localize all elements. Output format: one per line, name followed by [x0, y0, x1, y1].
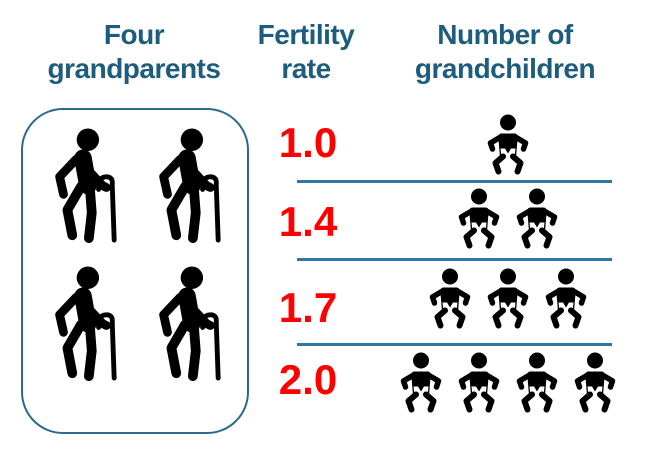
rate-value: 1.7	[278, 284, 338, 331]
heading-line: grandchildren	[414, 53, 596, 84]
heading-four-grandparents: Four grandparents	[18, 18, 250, 86]
rate-value: 1.4	[278, 198, 338, 245]
heading-fertility-rate: Fertility rate	[244, 18, 368, 86]
baby-icon	[574, 352, 616, 413]
grandparent-cell	[144, 126, 230, 248]
grandchildren-row	[368, 351, 648, 417]
grandchildren-row	[368, 267, 648, 333]
elderly-person-with-cane-icon	[55, 128, 117, 244]
divider-line	[297, 258, 612, 261]
elderly-person-with-cane-icon	[55, 266, 117, 382]
divider-line	[297, 343, 612, 346]
grandchildren-row	[368, 113, 648, 179]
heading-line: Four	[103, 19, 165, 50]
baby-icon	[429, 268, 471, 329]
baby-icon	[487, 114, 529, 175]
heading-line: Fertility	[257, 19, 355, 50]
baby-icon	[545, 268, 587, 329]
heading-line: rate	[281, 53, 331, 84]
baby-icon	[458, 352, 500, 413]
elderly-person-with-cane-icon	[158, 266, 221, 382]
baby-icon	[487, 268, 529, 329]
grandparents-box	[21, 108, 249, 434]
grandparent-cell	[40, 264, 126, 386]
baby-icon	[458, 188, 500, 249]
baby-icon	[516, 188, 558, 249]
divider-line	[297, 180, 612, 183]
grandchildren-row	[368, 187, 648, 253]
heading-line: Number of	[437, 19, 573, 50]
grandparent-cell	[144, 264, 230, 386]
rate-value: 1.0	[278, 119, 338, 166]
heading-number-of-grandchildren: Number of grandchildren	[396, 18, 614, 86]
elderly-person-with-cane-icon	[158, 128, 221, 244]
heading-line: grandparents	[47, 53, 221, 84]
rate-value: 2.0	[278, 356, 338, 403]
baby-icon	[400, 352, 442, 413]
grandparent-cell	[40, 126, 126, 248]
baby-icon	[516, 352, 558, 413]
